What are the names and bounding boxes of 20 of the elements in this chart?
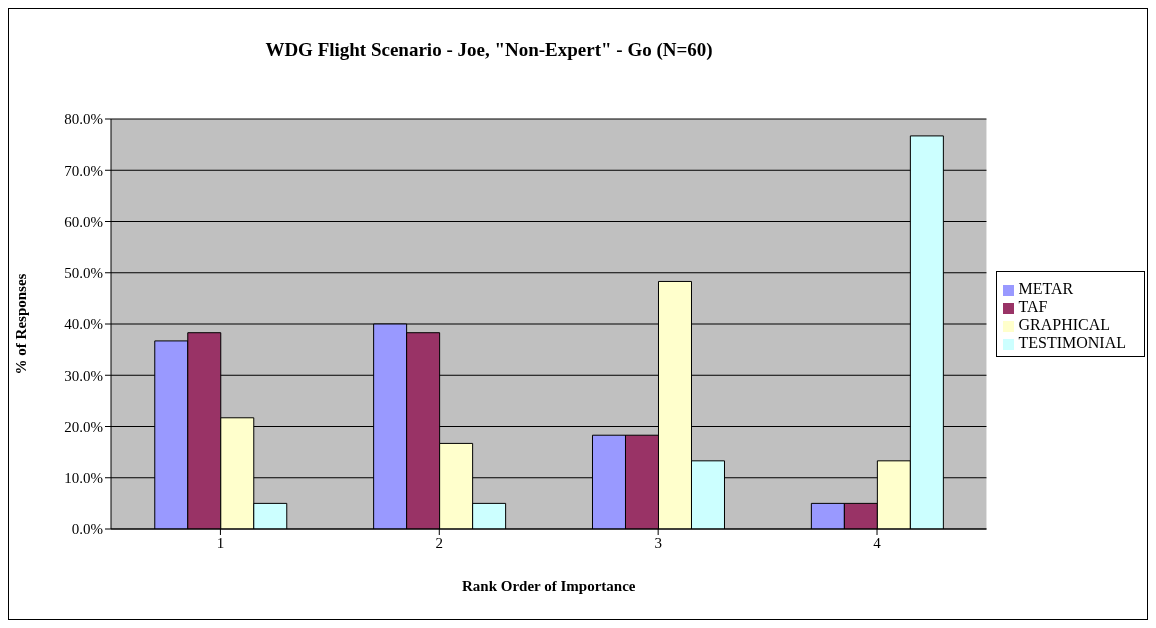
y-tick-label: 70.0% — [64, 162, 103, 179]
y-tick-label: 0.0% — [71, 521, 103, 538]
y-tick-label: 60.0% — [64, 213, 103, 230]
legend-label: TAF — [1018, 298, 1048, 315]
legend-label: GRAPHICAL — [1018, 316, 1111, 333]
x-axis-title: Rank Order of Importance — [461, 578, 636, 594]
y-axis-title: % of Responses — [13, 273, 30, 375]
y-tick-label: 80.0% — [64, 111, 103, 128]
legend-label: TESTIMONIAL — [1018, 334, 1126, 351]
y-tick-label: 20.0% — [64, 418, 103, 435]
legend-label: METAR — [1018, 280, 1074, 297]
y-tick-label: 40.0% — [64, 316, 103, 333]
x-tick-label: 1 — [216, 534, 225, 551]
x-tick-label: 4 — [873, 534, 882, 551]
x-tick-label: 2 — [435, 534, 444, 551]
x-tick-label: 3 — [654, 534, 662, 551]
chart-title: WDG Flight Scenario - Joe, "Non-Expert" - Go (N=60) — [264, 39, 714, 61]
y-tick-label: 50.0% — [64, 265, 103, 282]
y-tick-label: 30.0% — [64, 367, 103, 384]
y-tick-label: 10.0% — [64, 470, 103, 487]
